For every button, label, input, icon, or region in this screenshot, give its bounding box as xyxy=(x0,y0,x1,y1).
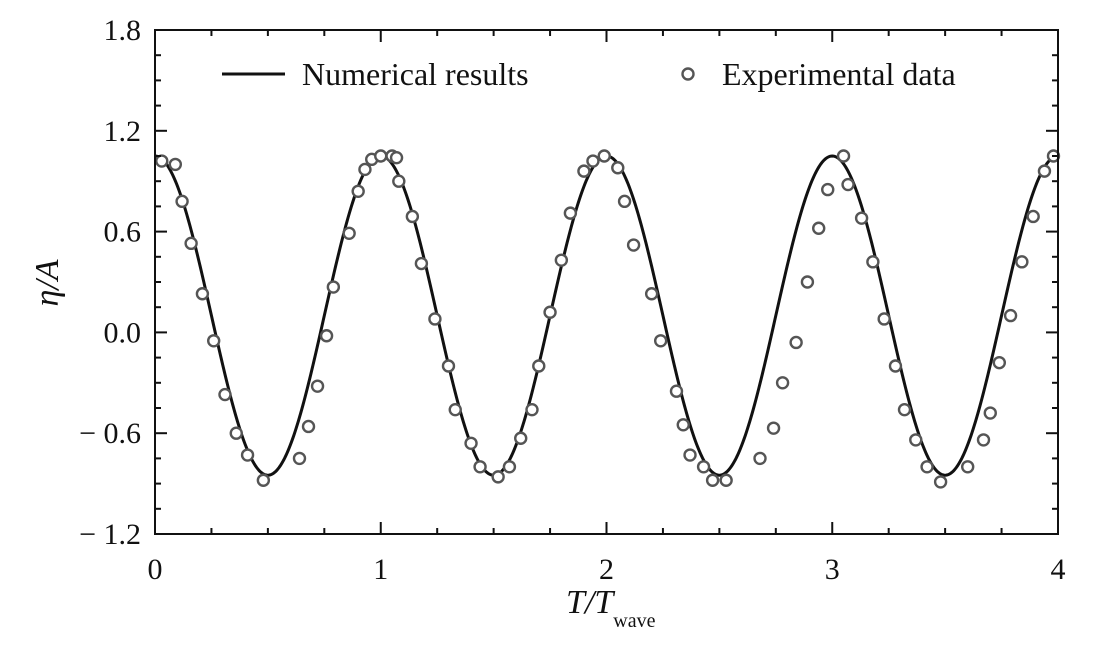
data-point-experimental xyxy=(888,359,903,373)
data-point-experimental xyxy=(514,431,528,445)
x-tick-label: 2 xyxy=(599,553,614,586)
data-point-experimental xyxy=(240,448,255,462)
data-point-experimental xyxy=(909,433,923,447)
y-tick-label: − 0.6 xyxy=(79,417,141,450)
data-point-experimental xyxy=(351,184,365,198)
y-tick-label: 0.6 xyxy=(104,216,142,249)
data-point-experimental xyxy=(448,402,462,417)
data-point-experimental xyxy=(473,460,487,474)
data-point-experimental xyxy=(836,149,851,163)
legend: Numerical results Experimental data xyxy=(222,56,956,92)
data-point-experimental xyxy=(611,161,625,175)
x-axis-title-subscript: wave xyxy=(613,610,655,632)
data-point-experimental xyxy=(719,473,733,487)
y-tick-label: 1.8 xyxy=(104,14,142,47)
data-point-experimental xyxy=(525,402,539,417)
data-point-experimental xyxy=(821,182,835,197)
data-point-experimental xyxy=(676,418,690,432)
x-tick-label: 4 xyxy=(1051,553,1066,586)
data-point-experimental xyxy=(653,334,668,348)
data-point-experimental xyxy=(800,275,815,289)
data-point-experimental xyxy=(389,150,404,165)
y-tick-label: 0.0 xyxy=(104,316,142,349)
data-point-experimental xyxy=(586,154,600,168)
data-point-experimental xyxy=(866,255,880,269)
series-line-numerical-results xyxy=(155,154,1058,477)
data-point-experimental xyxy=(563,206,578,220)
data-point-experimental xyxy=(775,376,790,390)
data-point-experimental xyxy=(933,475,948,489)
data-point-experimental xyxy=(1003,308,1018,323)
x-tick-label: 3 xyxy=(825,553,840,586)
data-point-experimental xyxy=(195,287,210,301)
y-tick-label: − 1.2 xyxy=(79,518,141,551)
data-point-experimental xyxy=(292,451,307,466)
data-point-experimental xyxy=(310,379,325,393)
data-point-experimental xyxy=(961,460,975,474)
data-point-experimental xyxy=(983,406,997,420)
data-point-experimental xyxy=(597,149,611,163)
data-point-experimental xyxy=(428,312,442,326)
data-point-experimental xyxy=(753,451,767,466)
data-point-experimental xyxy=(626,238,641,252)
data-point-experimental xyxy=(218,387,232,402)
y-axis-title: η/A xyxy=(29,259,66,306)
data-point-experimental xyxy=(976,433,991,447)
data-point-experimental xyxy=(491,470,505,484)
data-point-experimental xyxy=(464,436,478,450)
data-point-experimental xyxy=(683,448,697,462)
data-point-experimental xyxy=(326,280,341,294)
legend-label-numerical: Numerical results xyxy=(302,56,529,92)
data-point-experimental xyxy=(543,305,557,319)
data-point-experimental xyxy=(414,256,429,271)
plot-layer xyxy=(155,149,1061,489)
x-axis-title: T/Twave xyxy=(566,584,656,632)
x-tick-label: 1 xyxy=(373,553,388,586)
data-point-experimental xyxy=(206,334,221,348)
data-point-experimental xyxy=(229,426,243,440)
plot-frame xyxy=(154,29,1059,535)
data-point-experimental xyxy=(392,174,406,188)
data-point-experimental xyxy=(617,194,632,209)
data-point-experimental xyxy=(992,355,1007,370)
y-tick-label: 1.2 xyxy=(104,115,142,148)
data-point-experimental xyxy=(374,149,388,163)
data-point-experimental xyxy=(554,253,569,267)
data-point-experimental xyxy=(877,312,891,326)
x-axis-title-main: T/T xyxy=(566,584,615,621)
data-point-experimental xyxy=(1037,164,1052,178)
data-point-experimental xyxy=(841,177,855,192)
data-point-experimental xyxy=(405,209,420,224)
data-point-experimental xyxy=(897,402,912,417)
data-point-experimental xyxy=(532,359,546,373)
data-point-experimental xyxy=(168,157,183,172)
data-point-experimental xyxy=(812,221,826,235)
data-point-experimental xyxy=(789,335,803,350)
data-point-experimental xyxy=(669,384,684,398)
data-point-experimental xyxy=(441,359,456,373)
data-point-experimental xyxy=(175,194,189,209)
legend-marker-swatch xyxy=(681,67,695,81)
data-point-experimental xyxy=(1026,209,1040,224)
legend-label-experimental: Experimental data xyxy=(722,56,956,92)
data-point-experimental xyxy=(319,329,334,343)
data-point-experimental xyxy=(184,236,198,251)
data-point-experimental xyxy=(705,473,720,487)
x-tick-label: 0 xyxy=(148,553,163,586)
data-point-experimental xyxy=(644,287,659,301)
data-point-experimental xyxy=(577,164,591,178)
data-point-experimental xyxy=(155,154,169,168)
data-point-experimental xyxy=(301,419,316,434)
data-point-experimental xyxy=(696,460,711,474)
data-point-experimental xyxy=(256,473,271,487)
axes-layer: 1.8 1.2 0.6 0.0 − 0.6 − 1.20 1 2 3 4 xyxy=(79,14,1065,586)
data-point-experimental xyxy=(854,211,869,225)
data-point-experimental xyxy=(766,421,781,435)
data-point-experimental xyxy=(502,460,517,474)
data-point-experimental xyxy=(920,460,934,474)
data-point-experimental xyxy=(358,162,372,177)
data-point-experimental xyxy=(342,226,356,240)
data-point-experimental xyxy=(1015,255,1029,269)
